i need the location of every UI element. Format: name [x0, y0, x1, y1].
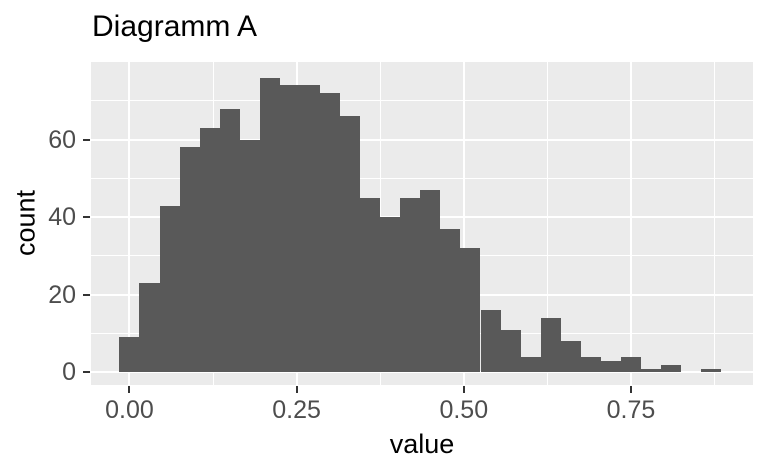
histogram-bar	[640, 368, 662, 373]
y-tick-label: 0	[62, 358, 76, 387]
y-tick-mark	[83, 216, 90, 219]
x-axis-title: value	[389, 429, 455, 459]
histogram-bar	[540, 318, 561, 373]
plot-panel	[91, 62, 753, 385]
histogram-bar	[340, 116, 361, 373]
x-minor-gridline	[546, 62, 548, 385]
x-major-gridline	[128, 62, 131, 385]
y-tick-label: 20	[48, 280, 76, 309]
histogram-bar	[420, 190, 441, 373]
y-tick-label: 60	[48, 125, 76, 154]
histogram-bar	[520, 356, 541, 373]
x-tick-mark	[295, 386, 298, 393]
x-tick-label: 0.25	[272, 396, 321, 424]
histogram-bar	[620, 356, 641, 373]
histogram-bar	[219, 108, 240, 373]
histogram-bar	[119, 337, 140, 373]
x-minor-gridline	[714, 62, 716, 385]
histogram-bar	[500, 329, 521, 373]
histogram-bar	[199, 127, 220, 373]
x-tick-mark	[629, 386, 632, 393]
histogram-bar	[480, 310, 501, 373]
y-tick-mark	[83, 293, 90, 296]
x-tick-label: 0.00	[105, 396, 154, 424]
y-tick-mark	[83, 371, 90, 374]
histogram-bar	[560, 341, 581, 373]
histogram-bar	[600, 360, 621, 373]
histogram-bar	[460, 248, 481, 373]
x-tick-mark	[128, 386, 131, 393]
y-minor-gridline	[91, 100, 753, 102]
histogram-bar	[360, 197, 381, 373]
histogram-bar	[259, 77, 280, 373]
histogram-bar	[701, 368, 722, 373]
x-tick-label: 0.75	[606, 396, 656, 424]
histogram-bar	[320, 93, 341, 373]
histogram-bar	[661, 364, 682, 373]
x-major-gridline	[629, 62, 632, 385]
y-tick-mark	[83, 138, 90, 141]
histogram-bar	[380, 217, 401, 373]
y-minor-gridline	[91, 177, 753, 179]
chart-title: Diagramm A	[92, 10, 258, 43]
y-tick-label: 40	[48, 203, 76, 232]
histogram-bar	[400, 197, 421, 373]
histogram-bar	[159, 205, 180, 373]
x-tick-mark	[462, 386, 465, 393]
histogram-bar	[440, 228, 461, 373]
histogram-bar	[299, 85, 320, 373]
histogram-bar	[279, 85, 300, 373]
y-major-gridline	[91, 138, 753, 141]
histogram-bar	[139, 283, 160, 373]
histogram-bar	[580, 356, 601, 373]
histogram-bar	[179, 147, 200, 373]
x-tick-label: 0.50	[439, 396, 489, 424]
y-major-gridline	[91, 371, 753, 374]
x-major-gridline	[462, 62, 465, 385]
histogram-bar	[239, 139, 260, 373]
